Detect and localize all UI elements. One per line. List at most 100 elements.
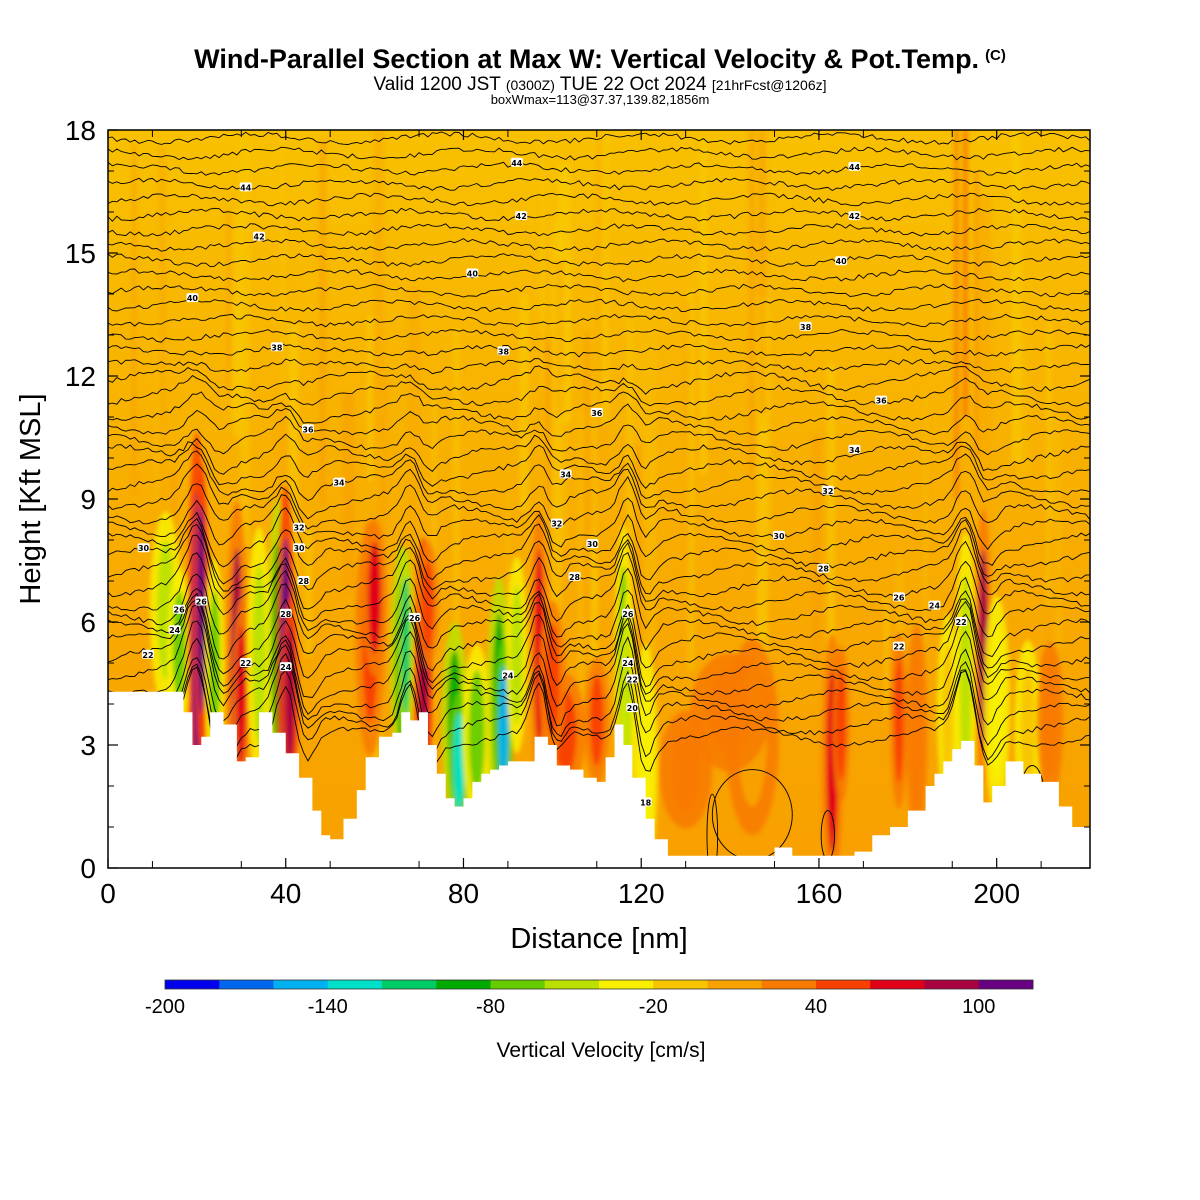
theta-contour-line <box>108 433 1090 475</box>
velocity-streak <box>635 445 641 645</box>
colorbar-swatch <box>382 980 437 989</box>
contour-label: 18 <box>640 798 652 807</box>
colorbar-tick-label: -200 <box>145 996 185 1018</box>
colorbar-swatch <box>490 980 546 989</box>
contour-label: 26 <box>893 593 905 602</box>
contour-label: 42 <box>849 212 860 221</box>
velocity-streak <box>884 595 889 719</box>
theta-contour-line <box>108 507 1090 568</box>
theta-contour-line <box>108 238 1090 252</box>
theta-contour-line <box>108 599 1090 688</box>
contour-label-bg <box>279 608 292 618</box>
colorbar-swatch <box>924 980 980 989</box>
velocity-streak <box>154 171 162 507</box>
colorbar-swatch <box>816 980 871 989</box>
colorbar-swatch <box>870 980 925 989</box>
velocity-streak <box>974 171 979 458</box>
x-tick-label: 200 <box>973 878 1020 909</box>
colorbar-swatch <box>165 980 220 989</box>
velocity-cell <box>453 712 465 811</box>
theta-contour-line <box>108 583 1090 660</box>
contour-label: 38 <box>498 347 510 356</box>
velocity-cell <box>911 656 923 810</box>
contour-label-bg <box>466 268 479 278</box>
contour-label-bg <box>510 157 523 167</box>
contour-label-bg <box>586 539 599 549</box>
theta-contour-line <box>108 283 1090 298</box>
contour-label-bg <box>772 530 785 540</box>
contour-label: 30 <box>293 544 305 553</box>
contour-label-bg <box>955 617 968 626</box>
contour-label: 32 <box>551 520 562 529</box>
theta-contour-line <box>108 131 1090 145</box>
contour-label-bg <box>293 543 306 553</box>
contour-label: 40 <box>187 294 199 303</box>
contour-label-bg <box>875 395 888 405</box>
contour-label: 28 <box>280 610 292 619</box>
y-tick-label: 0 <box>80 853 96 884</box>
velocity-streak <box>540 130 544 388</box>
contour-label-bg <box>186 293 199 303</box>
contour-label-bg <box>253 231 266 241</box>
contour-label-bg <box>590 407 603 417</box>
contour-label-bg <box>239 658 252 667</box>
theta-contour-line <box>108 415 1090 456</box>
contour-label-bg <box>928 600 941 610</box>
terrain-mask <box>108 691 1090 868</box>
velocity-cell <box>836 668 846 781</box>
theta-contour-line <box>108 177 1090 192</box>
velocity-streak <box>700 137 708 475</box>
theta-contour-line <box>108 192 1090 207</box>
velocity-streak <box>643 130 657 526</box>
colorbar-title: Vertical Velocity [cm/s] <box>497 1039 706 1062</box>
contour-label-bg <box>817 563 830 573</box>
contour-label: 36 <box>302 425 314 434</box>
velocity-cell <box>894 657 904 784</box>
contour-label: 22 <box>240 659 251 668</box>
contour-label-bg <box>821 485 834 495</box>
colorbar-tick-label: -140 <box>308 996 348 1018</box>
contour-label: 24 <box>169 626 181 635</box>
x-tick-label: 0 <box>100 878 116 909</box>
theta-contour-line <box>108 403 1090 437</box>
velocity-streak <box>577 411 585 783</box>
contour-label: 26 <box>409 614 421 623</box>
colorbar-swatch <box>544 980 600 989</box>
y-tick-label: 12 <box>65 361 96 392</box>
contour-label: 38 <box>271 343 283 352</box>
contour-label: 30 <box>773 532 785 541</box>
velocity-streak <box>652 413 656 654</box>
colorbar-tick-label: 100 <box>962 996 995 1018</box>
velocity-streak <box>158 146 166 595</box>
theta-contour-line <box>108 268 1090 283</box>
theta-contour-line <box>108 636 1090 727</box>
velocity-streak <box>923 385 928 645</box>
valid-date-text: TUE 22 Oct 2024 <box>559 74 707 95</box>
contour-label-bg <box>301 424 314 434</box>
colorbar-frame <box>164 979 1034 990</box>
contour-label-bg <box>621 658 634 667</box>
velocity-cell <box>1042 664 1058 777</box>
contour-label-bg <box>626 674 639 684</box>
x-tick-label: 40 <box>270 878 301 909</box>
x-axis-title: Distance [nm] <box>510 923 687 955</box>
velocity-streak <box>319 139 327 505</box>
contour-label: 42 <box>516 212 527 221</box>
contour-label-bg <box>848 211 861 221</box>
contour-label: 42 <box>254 233 265 242</box>
colorbar: -200 -140 -80 -20 40 100 <box>145 979 1034 1018</box>
colorbar-swatch <box>273 980 329 989</box>
contour-label: 40 <box>467 270 479 279</box>
colorbar-tick-label: -20 <box>639 996 668 1018</box>
velocity-streak <box>367 315 373 482</box>
velocity-streak <box>601 130 609 425</box>
velocity-cell <box>1020 665 1035 792</box>
contour-label: 26 <box>196 598 208 607</box>
velocity-streak <box>342 392 355 594</box>
velocity-streak <box>281 130 285 401</box>
colorbar-swatch <box>599 980 654 989</box>
velocity-streak <box>593 388 597 672</box>
y-tick-label: 18 <box>65 115 96 146</box>
velocity-streak <box>131 144 137 497</box>
velocity-cell <box>545 623 560 736</box>
